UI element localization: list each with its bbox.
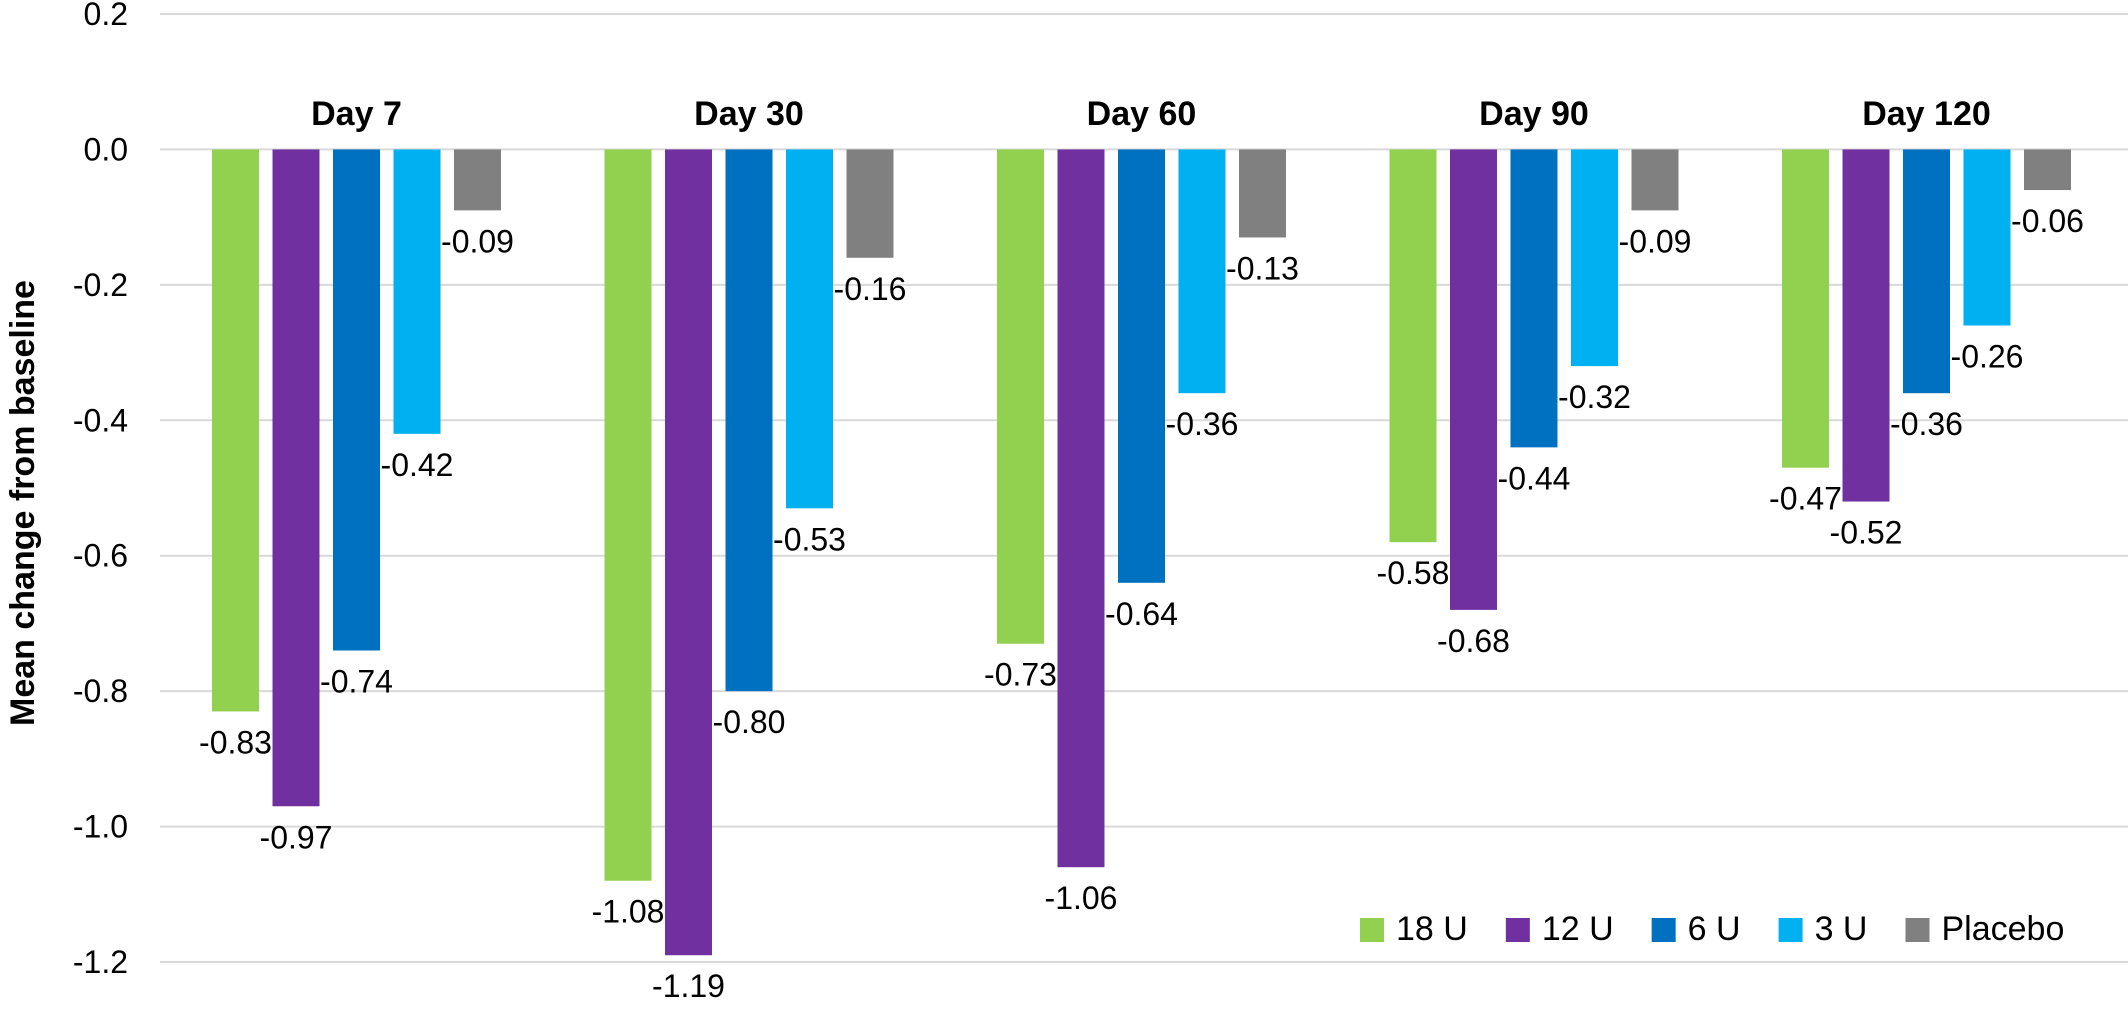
- bar: [1510, 149, 1558, 448]
- category-labels: Day 7 Day 30 Day 60 Day 90 Day 120: [311, 95, 1991, 133]
- legend-swatch: [1360, 918, 1384, 942]
- bar: [2024, 149, 2071, 191]
- legend-swatch: [1905, 918, 1930, 942]
- y-tick-label: -0.6: [73, 538, 128, 574]
- legend-swatch: [1505, 918, 1530, 942]
- y-tick-label: -0.4: [73, 402, 128, 438]
- bar: [1057, 149, 1105, 868]
- data-label: -0.58: [1377, 555, 1450, 591]
- legend-label: 12 U: [1542, 910, 1614, 948]
- data-label: -0.73: [984, 657, 1057, 693]
- legend-swatch: [1778, 918, 1803, 942]
- bar: [1963, 149, 2011, 326]
- category-label: Day 90: [1479, 95, 1589, 133]
- bar: [454, 149, 501, 211]
- bar: [604, 149, 652, 881]
- data-label: -0.26: [1951, 338, 2024, 374]
- bar: [1571, 149, 1618, 367]
- category-label: Day 7: [311, 95, 402, 133]
- bar: [1782, 149, 1829, 468]
- data-label: -0.16: [834, 271, 907, 307]
- bar: [272, 149, 320, 807]
- data-label: -0.74: [320, 664, 393, 700]
- data-label: -0.97: [260, 819, 333, 855]
- bars: [212, 149, 2071, 956]
- data-label: -0.53: [773, 521, 846, 557]
- bar: [1118, 149, 1165, 583]
- bar: [1842, 149, 1890, 502]
- data-label: -0.06: [2011, 203, 2084, 239]
- bar: [1389, 149, 1437, 543]
- data-label: -0.47: [1769, 481, 1842, 517]
- data-label: -0.36: [1166, 406, 1239, 442]
- category-label: Day 30: [694, 95, 804, 133]
- data-label: -0.68: [1437, 623, 1510, 659]
- bar: [1903, 149, 1950, 394]
- data-label: -0.83: [199, 724, 272, 760]
- bar: [725, 149, 773, 692]
- legend: 18 U 12 U 6 U 3 U Placebo: [1360, 910, 2064, 948]
- y-axis-ticks: 0.2 0.0 -0.2 -0.4 -0.6 -0.8 -1.0 -1.2: [73, 0, 128, 980]
- legend-swatch: [1651, 918, 1676, 942]
- legend-label: Placebo: [1942, 910, 2065, 948]
- data-labels: -0.83 -0.97 -0.74 -0.42 -0.09 -1.08 -1.19 -0.80…: [199, 203, 2084, 1004]
- bar: [997, 149, 1044, 644]
- y-tick-label: -0.8: [73, 673, 128, 709]
- y-tick-label: -1.2: [73, 944, 128, 980]
- y-tick-label: 0.2: [84, 0, 128, 32]
- data-label: -0.13: [1226, 250, 1299, 286]
- y-tick-label: -0.2: [73, 267, 128, 303]
- data-label: -0.32: [1558, 379, 1631, 415]
- bar: [393, 149, 441, 434]
- bar: [333, 149, 380, 651]
- data-label: -0.42: [381, 447, 454, 483]
- bar: [1178, 149, 1226, 394]
- data-label: -1.08: [592, 894, 665, 930]
- bar: [786, 149, 833, 509]
- bar: [665, 149, 712, 956]
- bar: [212, 149, 259, 712]
- data-label: -0.09: [441, 223, 514, 259]
- data-label: -1.06: [1045, 880, 1118, 916]
- legend-label: 18 U: [1396, 910, 1468, 948]
- data-label: -0.44: [1498, 460, 1571, 496]
- y-axis-label: Mean change from baseline: [4, 280, 42, 726]
- bar: [1239, 149, 1286, 238]
- y-tick-label: 0.0: [84, 131, 128, 167]
- data-label: -0.64: [1105, 596, 1178, 632]
- bar: [1450, 149, 1497, 610]
- y-tick-label: -1.0: [73, 809, 128, 845]
- bar: [1631, 149, 1679, 211]
- legend-label: 6 U: [1688, 910, 1741, 948]
- data-label: -0.09: [1619, 223, 1692, 259]
- legend-label: 3 U: [1815, 910, 1868, 948]
- data-label: -0.36: [1890, 406, 1963, 442]
- bar: [846, 149, 894, 258]
- data-label: -1.19: [652, 968, 725, 1004]
- data-label: -0.80: [713, 704, 786, 740]
- category-label: Day 120: [1862, 95, 1991, 133]
- data-label: -0.52: [1830, 515, 1903, 551]
- category-label: Day 60: [1087, 95, 1197, 133]
